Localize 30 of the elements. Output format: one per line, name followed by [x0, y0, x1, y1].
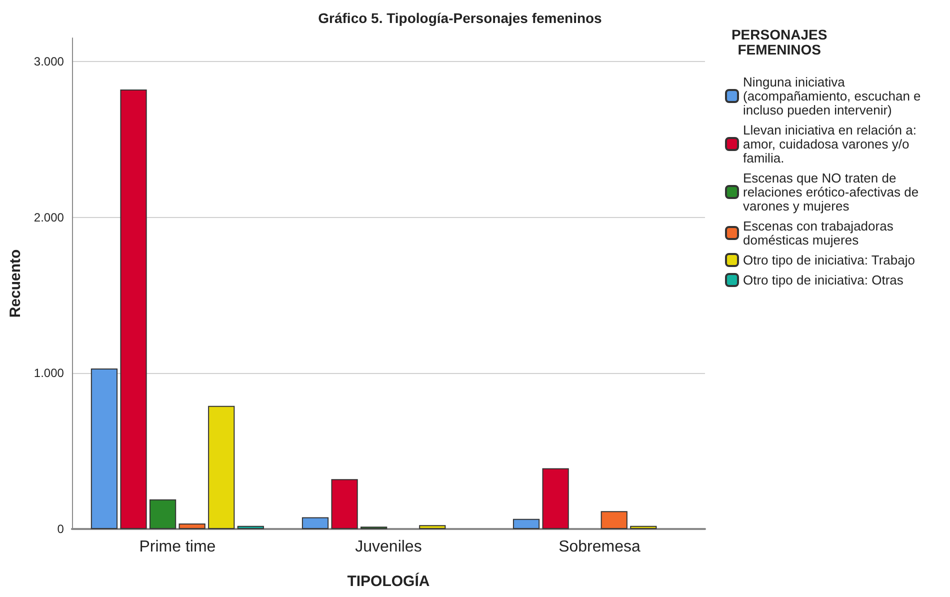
chart-title: Gráfico 5. Tipología-Personajes femeninos [318, 10, 602, 26]
y-tick-label: 0 [57, 522, 64, 536]
x-axis-title: TIPOLOGÍA [347, 572, 430, 590]
bar [178, 524, 206, 529]
legend-label: Escenas con trabajadoras domésticas mujeres [743, 218, 897, 248]
bar [120, 89, 147, 529]
bar [208, 406, 235, 529]
bar [149, 499, 176, 529]
bar [237, 526, 264, 529]
legend-label: Ninguna iniciativa (acompañamiento, escuchan e incluso pueden intervenir) [743, 74, 924, 118]
y-tick-label: 3.000 [34, 54, 64, 68]
legend-label: Otro tipo de iniciativa: Otras [743, 272, 904, 288]
bar [331, 479, 358, 529]
bar [542, 468, 569, 529]
y-tick-label: 1.000 [34, 366, 64, 380]
x-tick-label: Sobremesa [558, 538, 640, 556]
bar [90, 368, 118, 529]
legend-label: Otro tipo de iniciativa: Trabajo [743, 252, 915, 268]
bar [600, 511, 628, 529]
bar [302, 517, 329, 529]
legend-label: Llevan iniciativa en relación a: amor, cuidadosa varones y/o familia. [743, 122, 920, 166]
x-tick-label: Prime time [139, 538, 216, 556]
y-tick-label: 2.000 [34, 210, 64, 224]
bar [419, 525, 446, 529]
legend-label: Escenas que NO traten de relaciones erótico-afectivas de varones y mujeres [743, 170, 922, 214]
legend-title: PERSONAJES FEMENINOS [731, 26, 828, 58]
bar [512, 518, 540, 529]
bar [630, 526, 657, 529]
x-tick-label: Juveniles [355, 538, 422, 556]
y-axis-title: Recuento [7, 249, 24, 318]
